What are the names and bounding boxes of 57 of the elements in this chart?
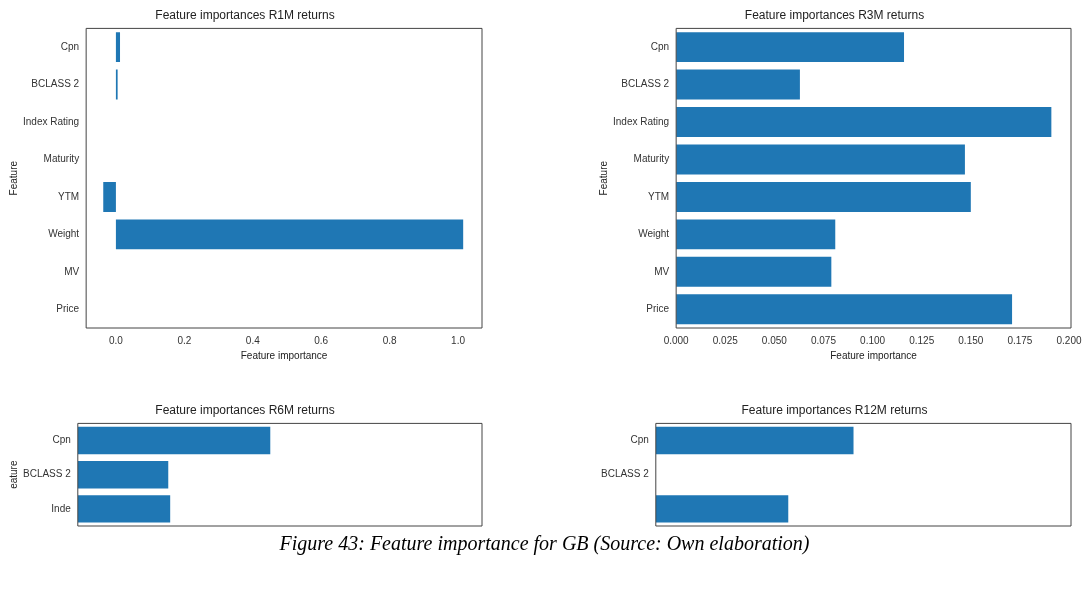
- chart-title: Feature importances R12M returns: [741, 402, 928, 417]
- y-tick-label: Maturity: [43, 153, 80, 165]
- y-tick-label: YTM: [58, 190, 80, 202]
- bar: [676, 219, 836, 250]
- y-tick-label: Cpn: [60, 40, 80, 52]
- x-tick-label: 0.8: [382, 334, 398, 346]
- x-tick-label: 0.025: [712, 334, 739, 346]
- x-tick-label: 0.175: [1007, 334, 1033, 346]
- bar: [676, 144, 965, 175]
- x-tick-label: 0.075: [810, 334, 837, 346]
- y-tick-label: Index Rating: [612, 115, 670, 127]
- y-tick-label: MV: [654, 265, 670, 277]
- y-tick-label: YTM: [648, 190, 670, 202]
- y-tick-label: BCLASS 2: [600, 468, 650, 480]
- y-tick-label: BCLASS 2: [621, 78, 670, 90]
- chart-title: Feature importances R3M returns: [744, 7, 925, 22]
- y-tick-label: BCLASS 2: [31, 78, 80, 90]
- y-tick-label: Price: [646, 303, 670, 315]
- y-tick-label: Cpn: [630, 434, 649, 446]
- bar: [676, 294, 1013, 325]
- bar: [676, 256, 832, 287]
- x-tick-label: 0.000: [663, 334, 690, 346]
- y-axis-title: Feature: [7, 160, 19, 196]
- chart-title: Feature importances R6M returns: [155, 402, 335, 417]
- x-tick-label: 0.2: [177, 334, 192, 346]
- y-tick-label: Weight: [48, 228, 80, 240]
- y-tick-label: Index Rating: [22, 115, 80, 127]
- x-tick-label: 0.100: [860, 334, 886, 346]
- bar: [115, 32, 121, 63]
- caption: Figure 43: Feature importance for GB (Source: Own elaboration): [278, 532, 811, 555]
- bar: [676, 181, 971, 212]
- y-axis-title: eature: [7, 460, 19, 489]
- y-tick-label: Weight: [638, 228, 670, 240]
- y-tick-label: Inde: [51, 502, 72, 514]
- x-tick-label: 0.200: [1056, 334, 1082, 346]
- x-tick-label: 0.150: [958, 334, 984, 346]
- bar: [676, 107, 1052, 138]
- x-tick-label: 0.6: [314, 334, 329, 346]
- x-tick-label: 0.4: [245, 334, 261, 346]
- x-tick-label: 0.050: [761, 334, 788, 346]
- bar: [115, 219, 464, 250]
- x-axis-title: Feature importance: [240, 349, 328, 361]
- y-tick-label: Cpn: [52, 434, 71, 446]
- y-tick-label: Maturity: [633, 153, 670, 165]
- y-tick-label: BCLASS 2: [22, 468, 72, 480]
- y-tick-label: Cpn: [650, 40, 670, 52]
- chart-title: Feature importances R1M returns: [155, 7, 335, 22]
- y-tick-label: MV: [64, 265, 80, 277]
- y-axis-title: Feature: [597, 160, 609, 196]
- bar: [103, 181, 116, 212]
- bar: [676, 32, 905, 63]
- x-tick-label: 1.0: [451, 334, 466, 346]
- x-axis-title: Feature importance: [830, 349, 918, 361]
- bar: [676, 69, 800, 100]
- y-tick-label: Price: [56, 303, 80, 315]
- x-tick-label: 0.125: [909, 334, 935, 346]
- x-tick-label: 0.0: [108, 334, 124, 346]
